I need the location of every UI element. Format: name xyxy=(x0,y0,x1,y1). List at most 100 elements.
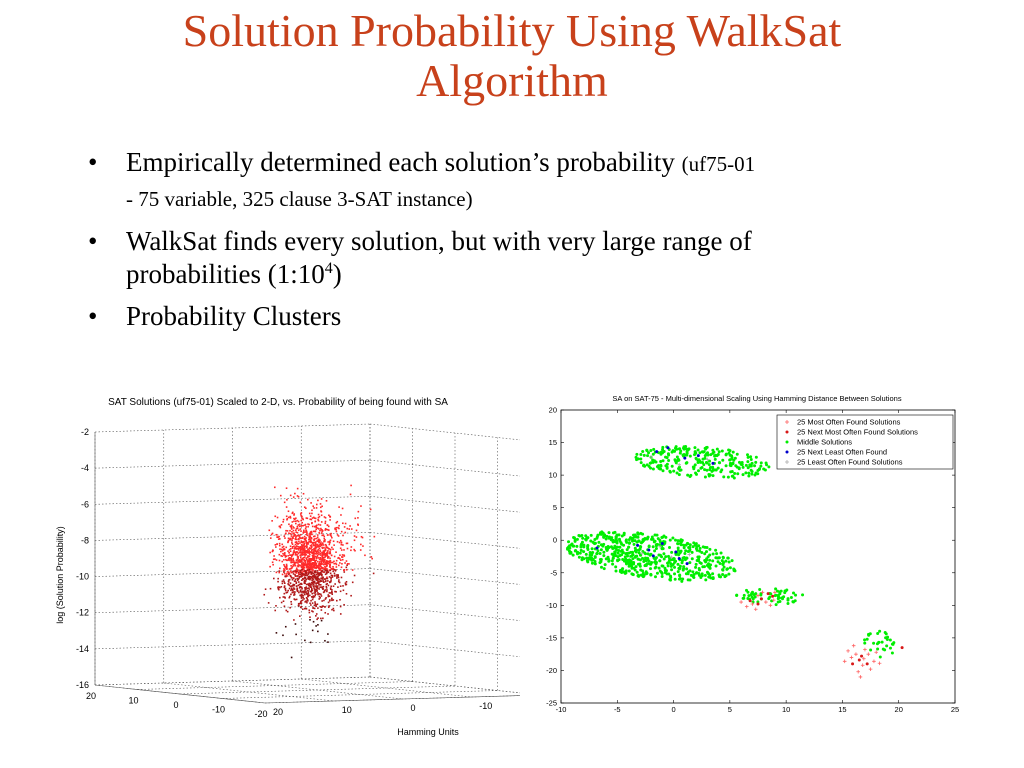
data-point xyxy=(304,639,306,642)
data-point xyxy=(324,573,327,576)
data-point xyxy=(638,547,642,551)
data-point xyxy=(322,559,324,561)
data-point xyxy=(290,526,292,529)
data-point xyxy=(309,594,311,597)
data-point xyxy=(338,581,341,584)
data-point xyxy=(289,559,291,562)
chart-grid xyxy=(94,423,541,704)
data-point xyxy=(288,584,291,587)
data-point xyxy=(310,591,313,593)
data-point xyxy=(295,527,298,530)
data-point xyxy=(593,555,597,559)
data-point xyxy=(281,546,284,549)
data-point xyxy=(687,447,691,451)
data-point xyxy=(312,610,314,613)
data-point xyxy=(302,531,305,533)
data-point xyxy=(641,450,645,454)
data-point xyxy=(302,548,304,550)
data-point xyxy=(771,594,775,598)
data-point xyxy=(299,585,302,588)
data-point xyxy=(319,586,321,588)
data-point xyxy=(320,609,323,611)
data-point xyxy=(317,518,319,521)
data-point xyxy=(627,569,631,573)
data-point xyxy=(708,459,712,463)
data-point xyxy=(572,536,576,540)
z-tick-label: -4 xyxy=(81,463,89,473)
data-point xyxy=(857,658,861,662)
data-point xyxy=(321,555,324,558)
data-point xyxy=(622,543,626,547)
data-point xyxy=(295,633,297,636)
data-point xyxy=(327,562,330,565)
data-point xyxy=(300,537,302,539)
data-point xyxy=(688,543,692,547)
data-point xyxy=(681,568,685,572)
data-point xyxy=(890,651,894,655)
data-point xyxy=(315,583,318,585)
data-point xyxy=(710,469,714,473)
data-point xyxy=(678,564,682,568)
data-point xyxy=(632,542,636,546)
data-point xyxy=(329,539,332,542)
data-point xyxy=(877,661,882,666)
data-point xyxy=(288,568,291,570)
data-point xyxy=(604,537,608,541)
data-point xyxy=(323,554,325,556)
data-point xyxy=(314,552,316,555)
data-point xyxy=(674,552,678,556)
data-point xyxy=(297,520,300,523)
data-point xyxy=(312,516,315,519)
data-point xyxy=(744,471,748,475)
data-point xyxy=(342,585,344,587)
data-point xyxy=(298,525,301,528)
data-point xyxy=(329,581,332,583)
grid-line xyxy=(369,604,541,624)
data-point xyxy=(299,556,302,559)
data-point xyxy=(309,577,312,580)
data-point xyxy=(685,447,689,451)
data-point xyxy=(298,560,300,563)
data-point xyxy=(308,547,311,549)
data-point xyxy=(643,564,647,568)
data-point xyxy=(323,560,325,562)
data-point xyxy=(676,542,680,546)
data-point xyxy=(297,555,299,558)
data-point xyxy=(649,567,653,571)
data-point xyxy=(336,520,339,523)
data-point xyxy=(336,575,338,578)
data-point xyxy=(296,538,298,541)
data-point xyxy=(346,547,349,550)
data-point xyxy=(312,530,315,533)
data-point xyxy=(292,551,295,554)
data-point xyxy=(335,566,338,568)
data-point xyxy=(302,541,304,543)
data-point xyxy=(333,572,336,575)
data-point xyxy=(280,555,282,557)
data-point xyxy=(642,558,646,562)
data-point xyxy=(278,559,281,562)
data-point xyxy=(296,588,298,591)
data-point xyxy=(312,564,315,566)
data-point xyxy=(312,596,315,599)
data-point xyxy=(308,540,311,543)
data-point xyxy=(325,500,328,502)
data-point xyxy=(334,590,336,593)
data-point xyxy=(300,544,303,546)
data-point xyxy=(582,557,586,561)
data-point xyxy=(291,571,293,574)
data-point xyxy=(308,533,311,535)
data-point xyxy=(684,572,688,576)
data-point xyxy=(288,523,290,526)
data-point xyxy=(275,533,278,536)
data-point xyxy=(625,548,629,552)
data-point xyxy=(293,583,296,586)
data-point xyxy=(302,573,304,576)
data-point xyxy=(329,572,332,575)
data-point xyxy=(673,577,677,581)
data-point xyxy=(694,471,698,475)
data-point xyxy=(309,586,311,588)
data-point xyxy=(683,551,687,555)
data-point xyxy=(326,569,329,572)
data-point xyxy=(332,607,335,610)
